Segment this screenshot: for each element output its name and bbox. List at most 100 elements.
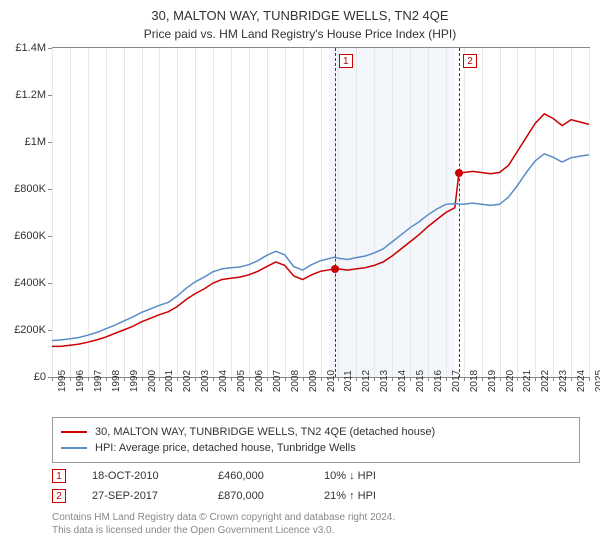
x-tick: [231, 377, 232, 381]
sale-record-badge: 1: [52, 469, 66, 483]
x-tick: [589, 377, 590, 381]
x-tick-label: 2002: [182, 370, 193, 392]
x-tick-label: 2018: [469, 370, 480, 392]
x-tick: [374, 377, 375, 381]
x-tick-label: 2024: [576, 370, 587, 392]
x-tick: [482, 377, 483, 381]
x-tick: [213, 377, 214, 381]
y-tick-label: £800K: [14, 183, 46, 195]
x-tick: [303, 377, 304, 381]
y-tick-label: £200K: [14, 324, 46, 336]
legend-label: HPI: Average price, detached house, Tunb…: [95, 442, 356, 454]
chart-subtitle: Price paid vs. HM Land Registry's House …: [0, 23, 600, 47]
x-tick-label: 2014: [397, 370, 408, 392]
x-tick-label: 2000: [147, 370, 158, 392]
x-tick-label: 1995: [57, 370, 68, 392]
sale-price: £870,000: [218, 490, 298, 502]
x-tick: [249, 377, 250, 381]
x-tick: [195, 377, 196, 381]
sale-record-row: 2 27-SEP-2017 £870,000 21% ↑ HPI: [52, 489, 580, 503]
x-tick-label: 2017: [451, 370, 462, 392]
x-tick-label: 2016: [433, 370, 444, 392]
y-tick-label: £1.4M: [15, 42, 46, 54]
sale-vs-hpi: 21% ↑ HPI: [324, 490, 376, 502]
legend-item-property: 30, MALTON WAY, TUNBRIDGE WELLS, TN2 4QE…: [61, 424, 571, 440]
footer-attribution: Contains HM Land Registry data © Crown c…: [52, 511, 580, 537]
x-tick-label: 1999: [129, 370, 140, 392]
x-tick: [88, 377, 89, 381]
x-tick: [124, 377, 125, 381]
x-tick: [52, 377, 53, 381]
line-series-layer: [52, 48, 589, 377]
x-tick-label: 2023: [558, 370, 569, 392]
x-tick: [177, 377, 178, 381]
legend: 30, MALTON WAY, TUNBRIDGE WELLS, TN2 4QE…: [52, 417, 580, 463]
sale-vs-hpi: 10% ↓ HPI: [324, 470, 376, 482]
sale-date: 18-OCT-2010: [92, 470, 192, 482]
x-tick: [142, 377, 143, 381]
x-tick: [410, 377, 411, 381]
chart-container: 30, MALTON WAY, TUNBRIDGE WELLS, TN2 4QE…: [0, 0, 600, 560]
x-tick: [356, 377, 357, 381]
sale-date: 27-SEP-2017: [92, 490, 192, 502]
x-tick-label: 2020: [505, 370, 516, 392]
x-tick-label: 2013: [379, 370, 390, 392]
x-tick: [517, 377, 518, 381]
sale-price: £460,000: [218, 470, 298, 482]
x-gridline: [589, 48, 590, 377]
x-tick-label: 2007: [272, 370, 283, 392]
sale-record-badge: 2: [52, 489, 66, 503]
y-tick: [48, 283, 52, 284]
x-tick-label: 2006: [254, 370, 265, 392]
y-tick-label: £600K: [14, 230, 46, 242]
chart-title: 30, MALTON WAY, TUNBRIDGE WELLS, TN2 4QE: [0, 0, 600, 23]
y-tick: [48, 48, 52, 49]
x-tick-label: 1998: [111, 370, 122, 392]
x-tick: [267, 377, 268, 381]
x-tick-label: 2003: [200, 370, 211, 392]
x-tick-label: 2019: [487, 370, 498, 392]
series-property: [52, 114, 589, 347]
x-tick: [446, 377, 447, 381]
x-tick-label: 2011: [343, 370, 354, 392]
x-tick: [571, 377, 572, 381]
y-tick: [48, 189, 52, 190]
legend-label: 30, MALTON WAY, TUNBRIDGE WELLS, TN2 4QE…: [95, 426, 435, 438]
x-tick-label: 2004: [218, 370, 229, 392]
x-tick: [553, 377, 554, 381]
x-tick-label: 1996: [75, 370, 86, 392]
x-tick: [106, 377, 107, 381]
x-tick: [159, 377, 160, 381]
x-tick-label: 2005: [236, 370, 247, 392]
x-tick: [500, 377, 501, 381]
footer-line-1: Contains HM Land Registry data © Crown c…: [52, 511, 580, 524]
legend-swatch: [61, 431, 87, 433]
x-tick: [285, 377, 286, 381]
legend-item-hpi: HPI: Average price, detached house, Tunb…: [61, 440, 571, 456]
y-tick-label: £0: [34, 371, 46, 383]
x-tick-label: 2025: [594, 370, 600, 392]
x-tick-label: 2021: [522, 370, 533, 392]
y-tick-label: £1M: [25, 136, 46, 148]
x-tick-label: 2010: [326, 370, 337, 392]
y-tick: [48, 330, 52, 331]
x-tick-label: 1997: [93, 370, 104, 392]
y-tick: [48, 95, 52, 96]
legend-swatch: [61, 447, 87, 449]
plot-area: 12 £0£200K£400K£600K£800K£1M£1.2M£1.4M19…: [52, 47, 590, 377]
y-tick-label: £1.2M: [15, 89, 46, 101]
y-tick: [48, 236, 52, 237]
x-tick: [464, 377, 465, 381]
x-tick: [392, 377, 393, 381]
series-hpi: [52, 154, 589, 341]
sale-record-row: 1 18-OCT-2010 £460,000 10% ↓ HPI: [52, 469, 580, 483]
x-tick: [321, 377, 322, 381]
x-tick-label: 2012: [361, 370, 372, 392]
x-tick-label: 2022: [540, 370, 551, 392]
x-tick-label: 2009: [308, 370, 319, 392]
x-tick: [428, 377, 429, 381]
x-tick: [535, 377, 536, 381]
y-tick-label: £400K: [14, 277, 46, 289]
y-tick: [48, 142, 52, 143]
x-tick-label: 2001: [164, 370, 175, 392]
